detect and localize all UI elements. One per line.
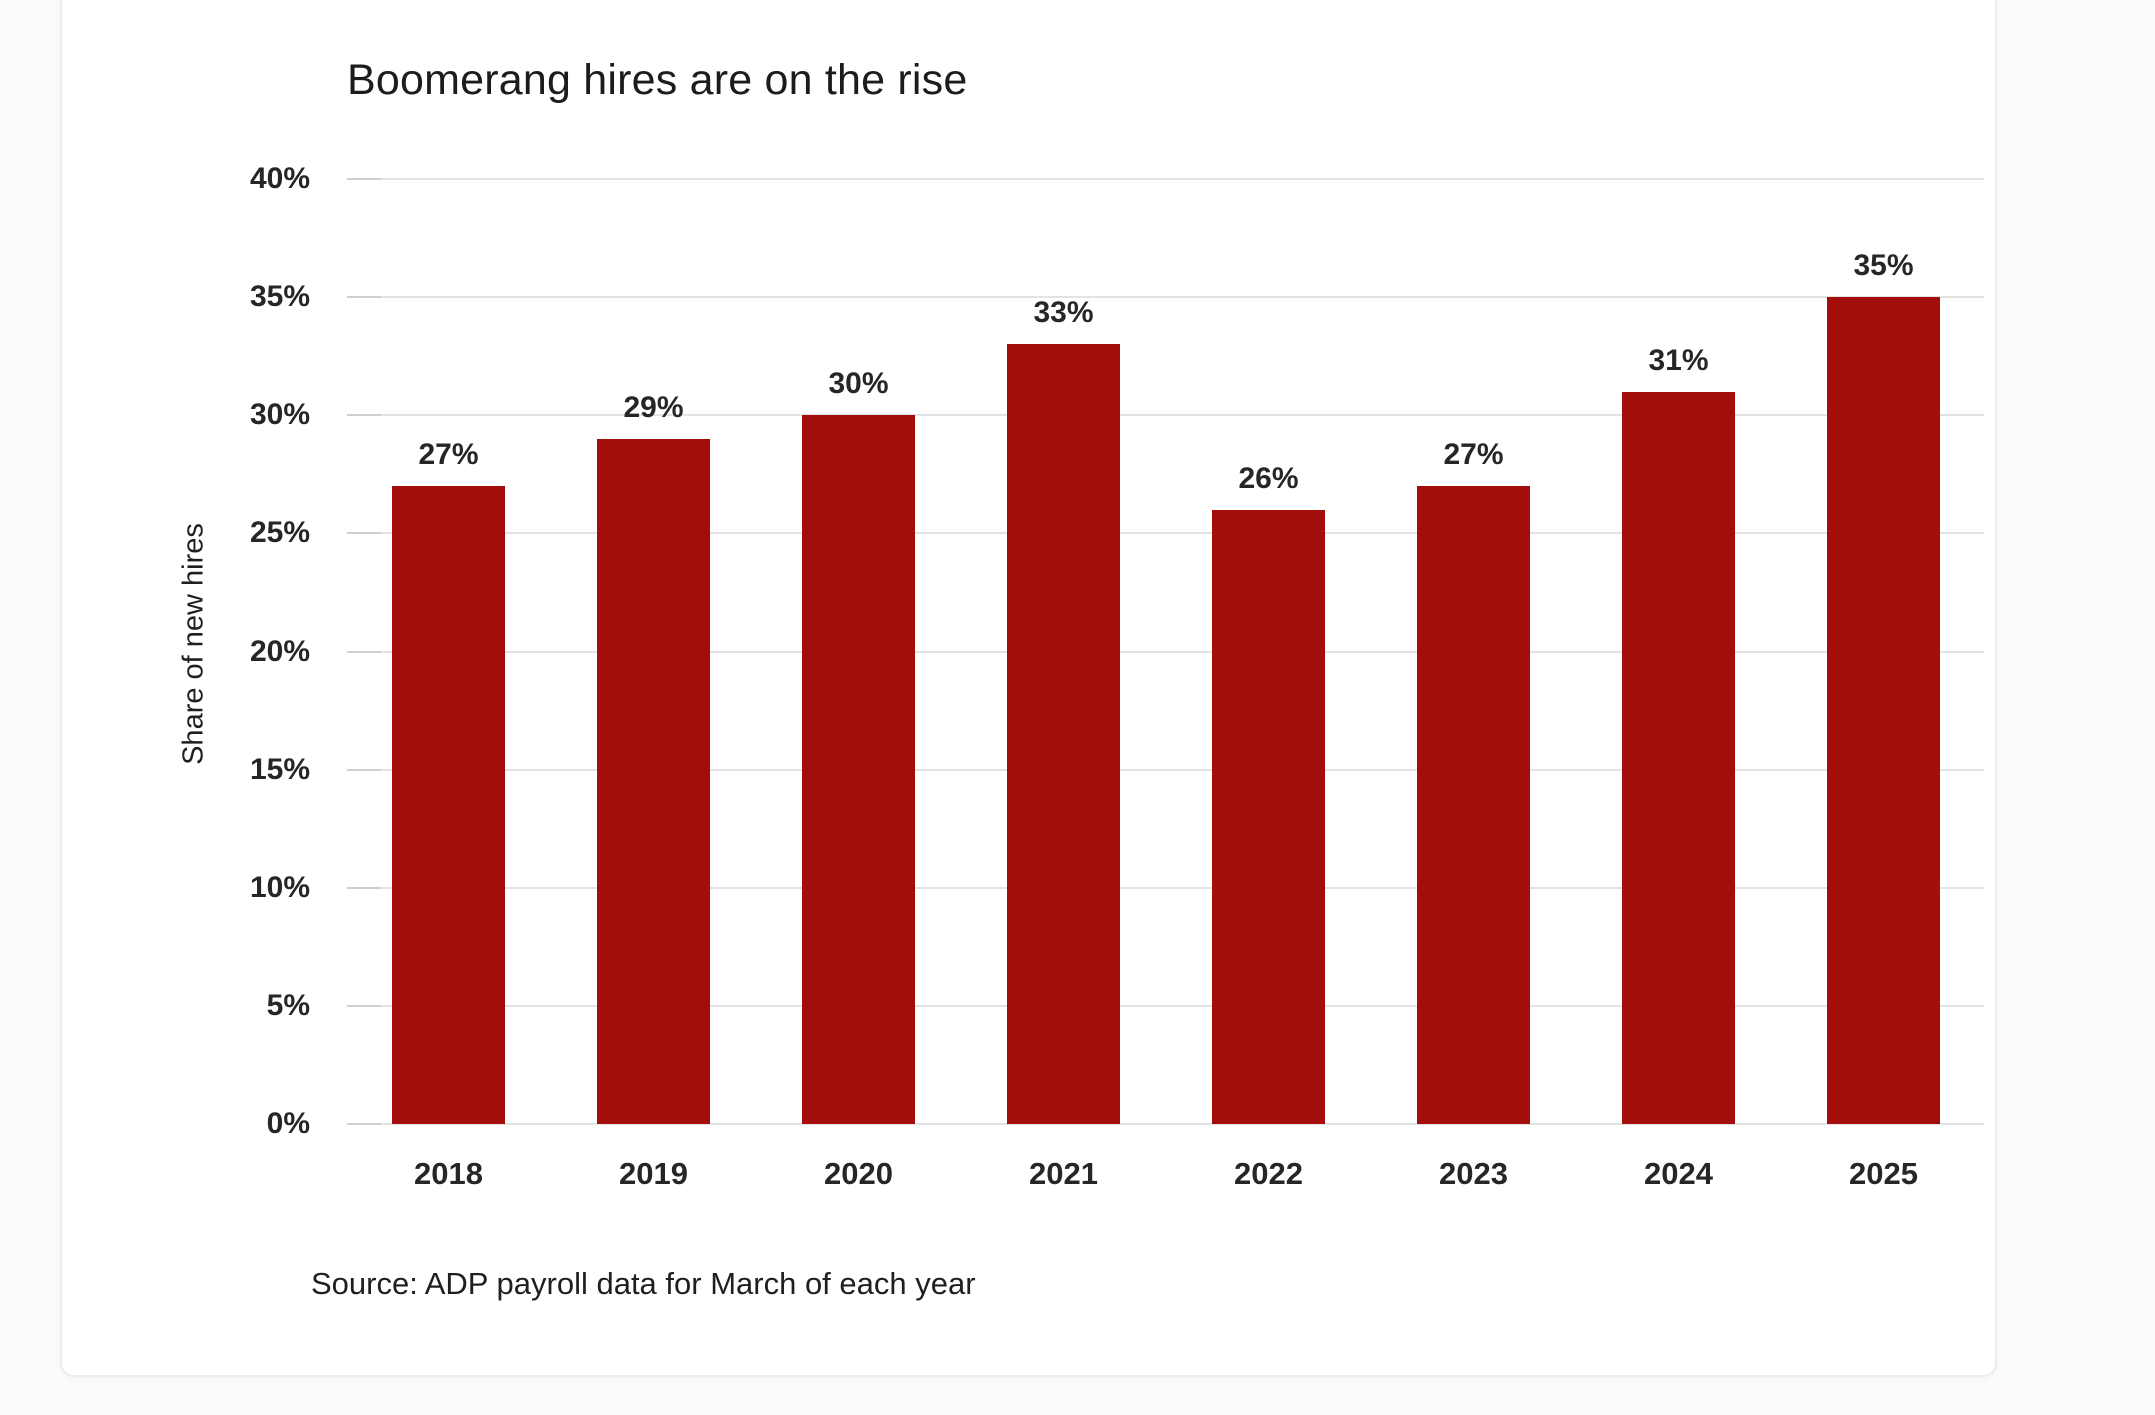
- x-tick-label: 2019: [619, 1156, 688, 1191]
- x-tick-label: 2021: [1029, 1156, 1098, 1191]
- y-tick-label: 40%: [249, 162, 310, 195]
- x-tick-label: 2020: [824, 1156, 893, 1191]
- bar: [1622, 391, 1735, 1124]
- bar-value-label: 33%: [1033, 296, 1094, 330]
- bar-value-label: 31%: [1648, 343, 1709, 377]
- bar: [392, 486, 505, 1124]
- gridline: [347, 1123, 1984, 1125]
- y-tick-label: 30%: [249, 398, 310, 432]
- gridline: [347, 886, 1984, 889]
- plot-area: 27% 29% 30% 33% 26% 27% 31% 35%: [347, 178, 1984, 1125]
- bar-value-label: 35%: [1853, 249, 1914, 283]
- bar-value-label: 27%: [418, 438, 479, 472]
- axis-tick: [347, 1123, 381, 1125]
- chart-card: Boomerang hires are on the rise Share of…: [60, 0, 1997, 1377]
- gridline: [347, 532, 1984, 535]
- gridline: [347, 178, 1984, 180]
- gridline: [347, 296, 1984, 299]
- y-tick-label: 0%: [266, 1107, 310, 1140]
- x-tick-label: 2018: [414, 1156, 483, 1191]
- x-tick-label: 2025: [1849, 1156, 1918, 1191]
- bar: [802, 415, 915, 1124]
- bar: [1827, 297, 1940, 1124]
- gridline: [347, 768, 1984, 771]
- gridline: [347, 650, 1984, 653]
- gridline: [347, 414, 1984, 417]
- y-tick-label: 25%: [249, 516, 310, 550]
- axis-tick: [347, 886, 381, 889]
- y-tick-label: 10%: [249, 870, 310, 904]
- y-tick-label: 15%: [249, 752, 310, 786]
- x-tick-label: 2023: [1439, 1156, 1508, 1191]
- gridline: [347, 1004, 1984, 1007]
- axis-tick: [347, 650, 381, 653]
- source-note: Source: ADP payroll data for March of ea…: [311, 1266, 976, 1301]
- bar: [1007, 344, 1120, 1124]
- bar-value-label: 27%: [1443, 438, 1504, 472]
- bar: [1212, 509, 1325, 1124]
- axis-tick: [347, 532, 381, 535]
- x-tick-label: 2024: [1644, 1156, 1713, 1191]
- axis-tick: [347, 768, 381, 771]
- chart-title: Boomerang hires are on the rise: [347, 56, 968, 104]
- y-tick-label: 35%: [249, 280, 310, 314]
- bar-value-label: 29%: [623, 390, 684, 424]
- bar: [1417, 486, 1530, 1124]
- x-tick-label: 2022: [1234, 1156, 1303, 1191]
- axis-tick: [347, 178, 381, 180]
- axis-tick: [347, 1004, 381, 1007]
- bar-value-label: 26%: [1238, 461, 1299, 495]
- bar: [597, 438, 710, 1124]
- y-tick-label: 20%: [249, 634, 310, 668]
- bar-value-label: 30%: [828, 367, 889, 401]
- y-tick-label: 5%: [266, 988, 310, 1022]
- axis-tick: [347, 296, 381, 299]
- axis-tick: [347, 414, 381, 417]
